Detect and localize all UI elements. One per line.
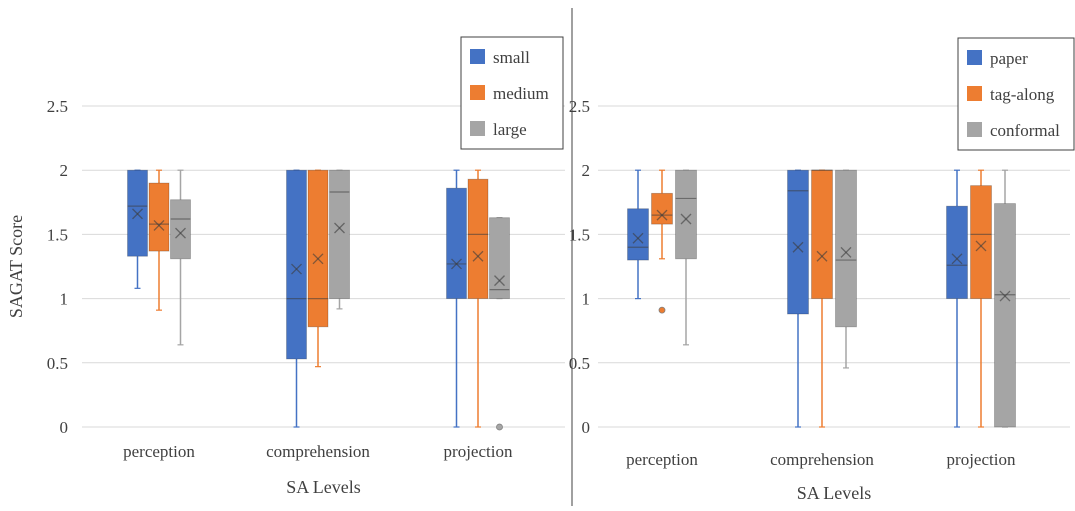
box-paper-perception bbox=[627, 169, 649, 300]
box-iqr bbox=[489, 217, 510, 299]
y-tick-label: 1.5 bbox=[47, 225, 68, 244]
box-conformal-perception bbox=[675, 169, 697, 346]
outlier-point bbox=[496, 423, 503, 431]
box-iqr bbox=[286, 169, 307, 360]
mean-marker bbox=[472, 250, 484, 262]
mean-marker bbox=[153, 219, 165, 231]
y-tick-label: 0 bbox=[582, 418, 591, 437]
box-iqr bbox=[307, 169, 329, 328]
legend: small medium large bbox=[460, 36, 564, 150]
box-iqr bbox=[835, 169, 857, 328]
y-tick-label: 2.5 bbox=[569, 97, 590, 116]
x-category-label: comprehension bbox=[266, 442, 370, 461]
mean-marker bbox=[291, 263, 302, 275]
mean-marker bbox=[951, 253, 963, 265]
y-tick-label: 0.5 bbox=[569, 354, 590, 373]
y-tick-label: 0 bbox=[60, 418, 69, 437]
box-small-perception bbox=[127, 169, 148, 289]
y-tick-label: 1 bbox=[582, 290, 591, 309]
box-iqr bbox=[675, 169, 697, 260]
legend-swatch bbox=[967, 122, 982, 137]
x-category-label: perception bbox=[123, 442, 195, 461]
legend-label: tag-along bbox=[990, 85, 1055, 104]
mean-marker bbox=[680, 213, 692, 225]
box-iqr bbox=[148, 182, 170, 252]
box-iqr bbox=[994, 203, 1016, 428]
y-axis-label: SAGAT Score bbox=[6, 215, 26, 318]
mean-marker bbox=[312, 253, 324, 265]
x-category-label: projection bbox=[444, 442, 513, 461]
chart-panel-1: 0 0.5 1 1.5 2 2.5 perception comprehension proje… bbox=[6, 36, 565, 497]
mean-marker bbox=[494, 275, 505, 287]
legend-swatch bbox=[470, 121, 485, 136]
legend-label: small bbox=[493, 48, 530, 67]
box-tag-along-perception bbox=[651, 169, 673, 314]
x-category-label: comprehension bbox=[770, 450, 874, 469]
box-paper-projection bbox=[946, 169, 968, 428]
legend-label: large bbox=[493, 120, 527, 139]
box-large-perception bbox=[170, 169, 191, 346]
chart-panel-2: 0 0.5 1 1.5 2 2.5 perception comprehension proje… bbox=[569, 37, 1075, 503]
legend-label: conformal bbox=[990, 121, 1060, 140]
box-iqr bbox=[651, 192, 673, 225]
x-axis-label: SA Levels bbox=[797, 483, 872, 503]
legend-swatch bbox=[470, 49, 485, 64]
box-conformal-projection bbox=[994, 169, 1016, 428]
mean-marker bbox=[334, 222, 345, 234]
box-iqr bbox=[467, 178, 489, 300]
box-tag-along-projection bbox=[970, 169, 992, 428]
legend-label: paper bbox=[990, 49, 1028, 68]
mean-marker bbox=[132, 208, 143, 220]
box-iqr bbox=[627, 208, 649, 261]
box-large-comprehension bbox=[329, 169, 350, 310]
y-tick-label: 2 bbox=[582, 161, 591, 180]
y-tick-label: 2.5 bbox=[47, 97, 68, 116]
y-tick-label: 0.5 bbox=[47, 354, 68, 373]
box-medium-projection bbox=[467, 169, 489, 428]
mean-marker bbox=[451, 258, 462, 270]
legend-swatch bbox=[470, 85, 485, 100]
box-small-comprehension bbox=[286, 169, 307, 428]
box-iqr bbox=[811, 169, 833, 299]
x-category-label: projection bbox=[947, 450, 1016, 469]
box-conformal-comprehension bbox=[835, 169, 857, 369]
box-small-projection bbox=[446, 169, 467, 428]
legend: paper tag-along conformal bbox=[957, 37, 1075, 151]
outlier-point bbox=[658, 306, 666, 314]
mean-marker bbox=[792, 241, 804, 253]
legend-swatch bbox=[967, 86, 982, 101]
x-axis-label: SA Levels bbox=[286, 477, 361, 497]
box-large-projection bbox=[489, 217, 510, 431]
mean-marker bbox=[816, 250, 828, 262]
legend-label: medium bbox=[493, 84, 549, 103]
mean-marker bbox=[999, 290, 1011, 302]
box-iqr bbox=[446, 187, 467, 299]
box-iqr bbox=[970, 185, 992, 299]
mean-marker bbox=[975, 240, 987, 252]
box-iqr bbox=[787, 169, 809, 315]
box-paper-comprehension bbox=[787, 169, 809, 428]
box-iqr bbox=[946, 205, 968, 299]
box-medium-perception bbox=[148, 169, 170, 311]
y-tick-label: 1.5 bbox=[569, 225, 590, 244]
box-iqr bbox=[329, 169, 350, 299]
mean-marker bbox=[632, 232, 644, 244]
mean-marker bbox=[175, 227, 186, 239]
x-category-label: perception bbox=[626, 450, 698, 469]
legend-swatch bbox=[967, 50, 982, 65]
y-tick-label: 2 bbox=[60, 161, 69, 180]
mean-marker bbox=[656, 209, 668, 221]
box-medium-comprehension bbox=[307, 169, 329, 368]
box-tag-along-comprehension bbox=[811, 169, 833, 428]
y-tick-label: 1 bbox=[60, 290, 69, 309]
box-iqr bbox=[170, 199, 191, 260]
mean-marker bbox=[840, 246, 852, 258]
